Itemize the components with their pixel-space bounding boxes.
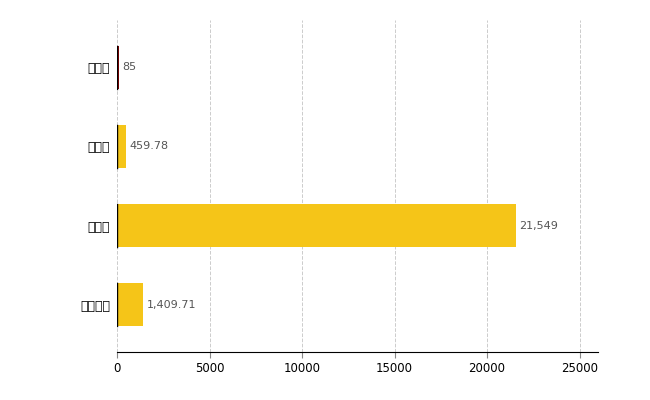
Bar <box>117 204 515 247</box>
Bar <box>117 283 143 326</box>
Text: 459.78: 459.78 <box>129 142 168 152</box>
Text: 1,409.71: 1,409.71 <box>147 300 196 310</box>
Text: 85: 85 <box>122 62 136 72</box>
Bar <box>117 125 125 168</box>
Bar <box>117 46 118 89</box>
Text: 21,549: 21,549 <box>519 220 558 230</box>
